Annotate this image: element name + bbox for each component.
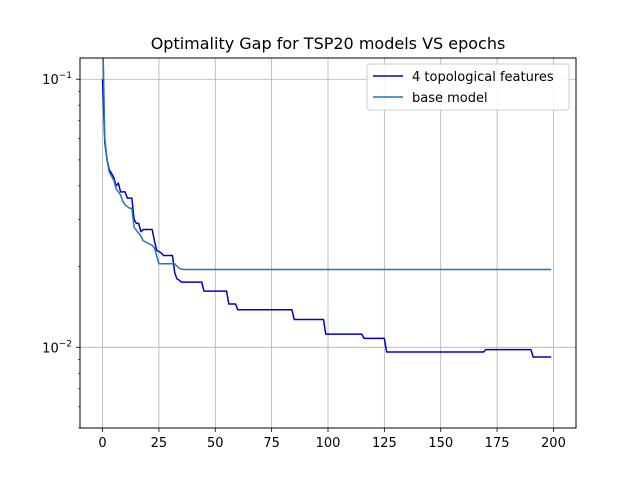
legend-box xyxy=(366,63,570,111)
y-tick-label: 10−1 xyxy=(42,71,72,88)
x-tick-label: 25 xyxy=(151,436,168,451)
chart-title: Optimality Gap for TSP20 models VS epoch… xyxy=(151,34,506,53)
axes: 0 25 50 75 100 125 150 175 200 10−2 10−1 xyxy=(42,71,566,451)
x-tick-label: 125 xyxy=(372,436,397,451)
x-tick-label: 150 xyxy=(428,436,453,451)
x-tick-label: 100 xyxy=(316,436,341,451)
y-tick-label: 10−2 xyxy=(42,339,72,356)
legend-label-base-model: base model xyxy=(412,91,488,106)
legend-label-topological: 4 topological features xyxy=(412,70,554,85)
x-tick-label: 175 xyxy=(485,436,510,451)
x-tick-label: 75 xyxy=(263,436,280,451)
x-tick-label: 0 xyxy=(98,436,106,451)
x-tick-label: 200 xyxy=(541,436,566,451)
series-line-0 xyxy=(101,79,552,358)
data-series xyxy=(101,58,552,358)
legend: 4 topological features base model xyxy=(366,63,570,111)
series-line-1 xyxy=(102,58,552,271)
x-tick-label: 50 xyxy=(207,436,224,451)
